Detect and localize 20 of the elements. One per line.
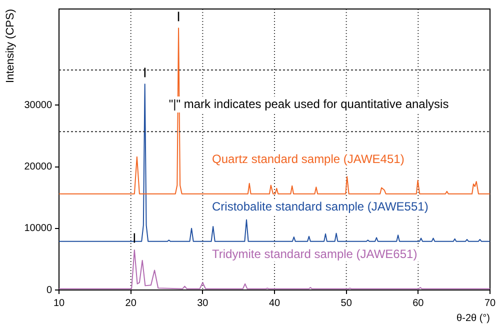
x-tick-label: 60 [412,298,424,309]
x-tick-label: 50 [340,298,352,309]
y-tick-label: 0 [46,284,52,296]
annotation: | [177,10,180,22]
x-tick-label: 20 [125,298,137,309]
x-tick-label: 30 [197,298,209,309]
annotation: "|" mark indicates peak used for quantitative analysis [168,96,449,111]
y-tick-label: 30000 [24,100,52,111]
x-tick-label: 70 [484,298,496,309]
y-axis-title: Intensity (CPS) [4,9,17,83]
x-tick-label: 40 [268,298,281,309]
x-tick-label: 10 [53,298,66,309]
y-tick-label: 10000 [24,223,52,234]
series-label: Quartz standard sample (JAWE451) [212,152,404,166]
annotation: | [133,232,136,244]
x-axis-title: θ-2θ (°) [456,312,490,324]
series-label: Tridymite standard sample (JAWE651) [212,247,418,262]
annotation: | [143,66,146,78]
y-tick-label: 20000 [24,162,52,173]
series-label: Cristobalite standard sample (JAWE551) [212,200,428,214]
